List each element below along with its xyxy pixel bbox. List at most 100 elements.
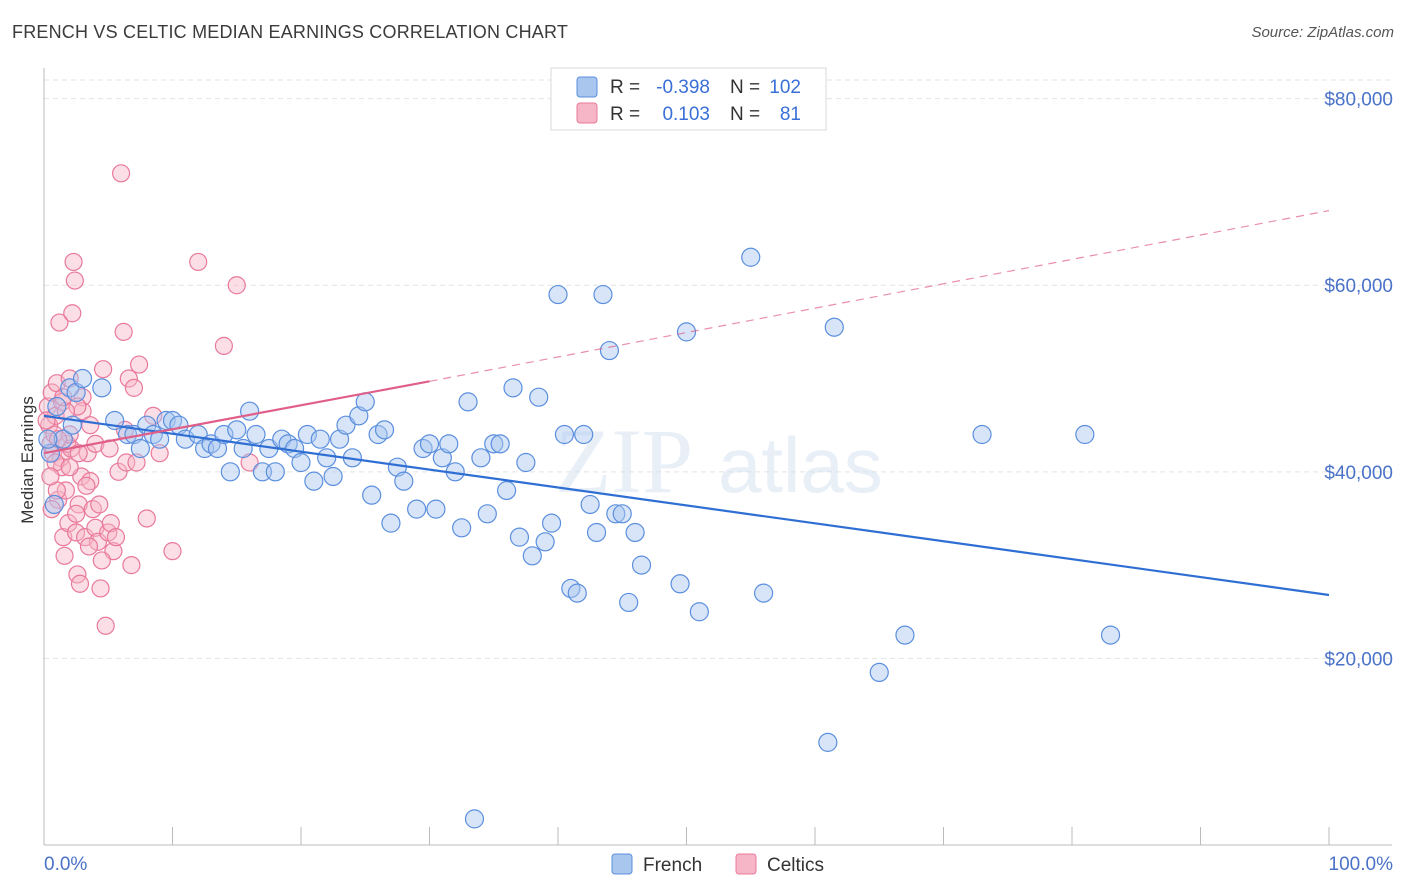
trend-lines <box>43 210 1330 597</box>
french-point <box>599 340 620 361</box>
y-tick-label: $60,000 <box>1324 276 1393 297</box>
french-point <box>522 546 542 566</box>
french-points <box>38 247 1121 829</box>
french-point <box>895 625 915 645</box>
french-point <box>509 527 530 547</box>
french-point <box>38 429 58 449</box>
legend-n-label-celtics: N = <box>730 104 760 125</box>
french-point <box>586 522 607 543</box>
french-point <box>612 504 632 524</box>
french-point <box>329 429 350 449</box>
celtics-point <box>64 252 83 272</box>
french-point <box>297 424 318 445</box>
french-point <box>606 504 626 524</box>
french-point <box>66 382 86 403</box>
celtics-point <box>81 416 100 435</box>
french-point <box>452 518 472 538</box>
french-point <box>1100 625 1121 645</box>
bottom-legend-label-celtics: Celtics <box>767 855 824 876</box>
french-point <box>535 532 555 552</box>
french-point <box>362 485 382 505</box>
celtics-point <box>59 514 78 533</box>
french-point <box>304 471 324 491</box>
celtics-point <box>227 276 246 295</box>
french-point <box>227 420 247 440</box>
celtics-points <box>37 164 259 635</box>
french-point <box>529 387 549 407</box>
celtics-point <box>119 369 138 388</box>
series-legend: French Celtics <box>611 853 824 876</box>
french-point <box>407 499 427 519</box>
correlation-legend: R = -0.398 N = 102 R = 0.103 N = 81 <box>550 67 827 131</box>
french-point <box>323 466 343 487</box>
celtics-point <box>50 313 69 332</box>
celtics-point <box>122 556 141 575</box>
french-point <box>625 522 645 543</box>
french-point <box>548 284 568 305</box>
french-point <box>464 809 485 829</box>
french-point <box>381 513 401 533</box>
celtics-point <box>42 383 61 402</box>
french-point <box>741 247 761 267</box>
bottom-legend-swatch-celtics <box>735 853 757 875</box>
celtics-point <box>69 444 88 463</box>
french-point <box>580 494 600 515</box>
celtics-point <box>129 355 149 374</box>
french-point <box>265 462 285 482</box>
x-tick-label-max: 100.0% <box>1329 854 1394 875</box>
french-point <box>503 378 523 398</box>
celtics-point <box>117 453 136 472</box>
celtics-point <box>106 528 126 547</box>
celtics-point <box>55 546 74 565</box>
legend-n-value-french: 102 <box>769 77 801 98</box>
celtics-trend-extension <box>429 210 1330 382</box>
celtics-point <box>65 271 84 290</box>
celtics-point <box>67 504 86 523</box>
french-point <box>374 420 395 440</box>
french-point <box>824 317 844 337</box>
y-tick-label: $20,000 <box>1324 649 1393 670</box>
celtics-point <box>88 532 108 551</box>
french-point <box>214 424 234 445</box>
legend-n-value-celtics: 81 <box>780 104 801 125</box>
legend-r-value-french: -0.398 <box>656 77 710 98</box>
french-point <box>567 583 587 603</box>
celtics-point <box>77 476 96 495</box>
french-point <box>419 434 440 454</box>
french-point <box>818 732 838 752</box>
legend-swatch-french <box>576 76 598 98</box>
celtics-point <box>91 579 110 598</box>
watermark-atlas: atlas <box>718 421 883 509</box>
celtics-point <box>70 574 90 593</box>
celtics-point <box>137 509 156 528</box>
celtics-point <box>114 322 133 341</box>
french-point <box>317 448 337 468</box>
legend-r-label-celtics: R = <box>610 104 640 125</box>
french-point <box>869 662 889 683</box>
celtics-point <box>127 453 146 472</box>
french-point <box>220 462 240 482</box>
french-point <box>471 448 491 468</box>
celtics-trend-line <box>43 380 430 455</box>
french-point <box>310 429 330 449</box>
celtics-point <box>90 495 109 514</box>
y-tick-label: $40,000 <box>1324 463 1393 484</box>
celtics-point <box>68 397 87 416</box>
french-point <box>753 583 774 603</box>
french-point <box>150 429 170 449</box>
french-point <box>53 429 73 449</box>
celtics-point <box>79 537 99 556</box>
y-tick-label: $80,000 <box>1324 90 1393 111</box>
celtics-point <box>41 467 60 486</box>
french-point <box>426 499 446 519</box>
legend-n-label-french: N = <box>730 77 760 98</box>
y-axis-title: Median Earnings <box>18 396 37 524</box>
french-point <box>497 480 517 501</box>
french-point <box>631 555 652 575</box>
french-point <box>541 513 562 533</box>
celtics-point <box>96 616 115 635</box>
french-point <box>458 392 478 412</box>
french-point <box>516 452 536 473</box>
french-point <box>432 448 452 468</box>
